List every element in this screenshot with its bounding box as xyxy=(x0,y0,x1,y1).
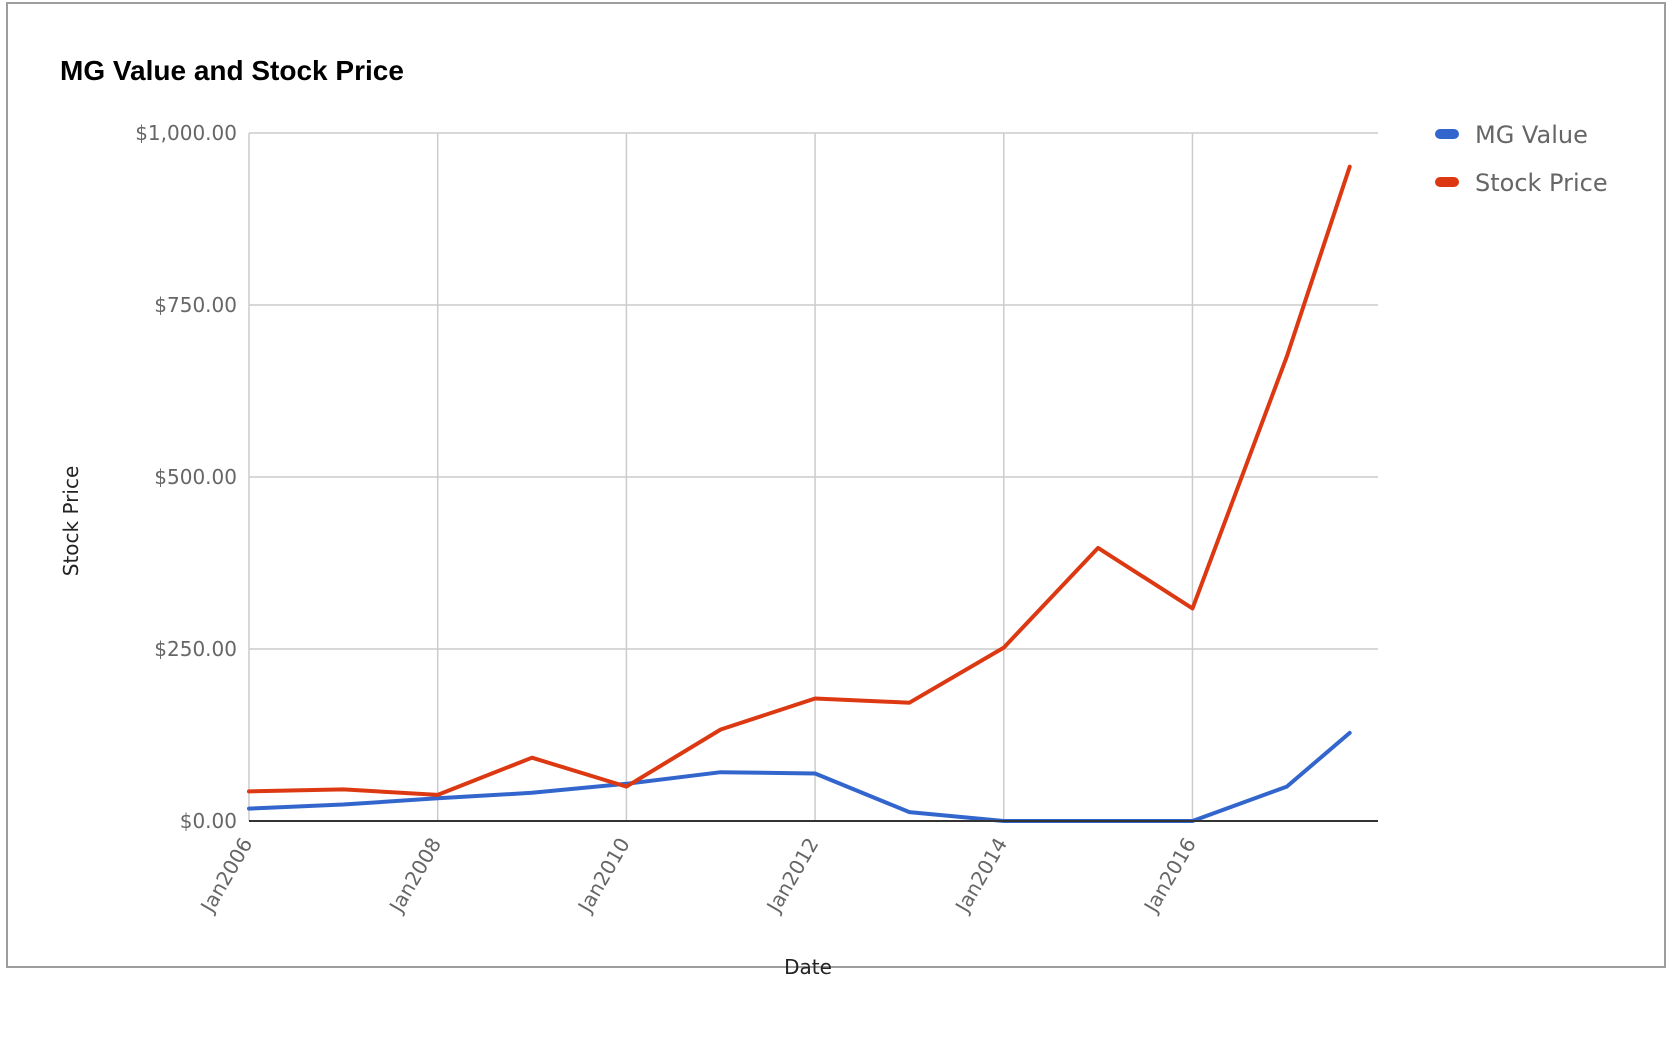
legend-swatch-mg-value xyxy=(1435,129,1459,139)
x-tick-label: Jan2008 xyxy=(383,834,446,919)
y-axis-title: Stock Price xyxy=(59,466,83,577)
x-tick-label: Jan2014 xyxy=(949,833,1012,918)
series-lines xyxy=(247,164,1352,823)
legend-label-mg-value: MG Value xyxy=(1475,121,1588,149)
series-line-mg-value xyxy=(247,730,1352,823)
grid-lines xyxy=(248,132,1378,821)
y-axis-tick-labels: $0.00 $250.00 $500.00 $750.00 $1,000.00 xyxy=(135,121,237,833)
x-tick-label: Jan2012 xyxy=(761,834,824,919)
y-tick-label: $750.00 xyxy=(154,293,237,317)
x-tick-label: Jan2006 xyxy=(195,834,258,919)
legend-swatch-stock-price xyxy=(1435,177,1459,187)
y-tick-label: $0.00 xyxy=(180,809,237,833)
y-tick-label: $1,000.00 xyxy=(135,121,237,145)
x-axis-tick-labels: Jan2006 Jan2008 Jan2010 Jan2012 Jan2014 Jan20… xyxy=(195,833,1201,918)
legend-label-stock-price: Stock Price xyxy=(1475,169,1608,197)
y-tick-label: $250.00 xyxy=(154,637,237,661)
y-tick-label: $500.00 xyxy=(154,465,237,489)
legend: MG Value Stock Price xyxy=(1435,121,1608,197)
series-line-stock-price xyxy=(247,164,1352,797)
chart-title: MG Value and Stock Price xyxy=(60,55,404,86)
x-tick-label: Jan2010 xyxy=(572,834,635,919)
x-tick-label: Jan2016 xyxy=(1138,834,1201,919)
x-axis-title: Date xyxy=(784,955,832,979)
